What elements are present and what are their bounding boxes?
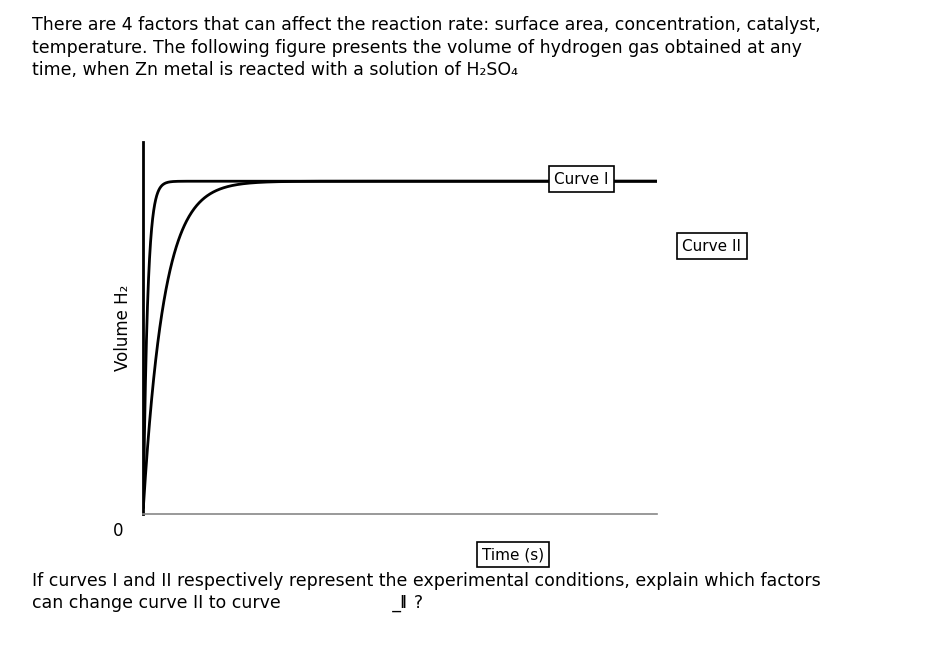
Text: can change curve II to curve: can change curve II to curve (32, 594, 287, 612)
Text: If curves I and II respectively represent the experimental conditions, explain w: If curves I and II respectively represen… (32, 572, 821, 590)
Y-axis label: Volume H₂: Volume H₂ (115, 285, 132, 371)
Text: Time (s): Time (s) (482, 547, 544, 562)
Text: I: I (401, 594, 406, 612)
Text: 0: 0 (113, 523, 123, 540)
Text: There are 4 factors that can affect the reaction rate: surface area, concentrati: There are 4 factors that can affect the … (32, 16, 821, 34)
Text: Curve I: Curve I (554, 172, 609, 187)
Text: time, when Zn metal is reacted with a solution of H₂SO₄: time, when Zn metal is reacted with a so… (32, 61, 519, 79)
Text: ?: ? (413, 594, 423, 612)
Text: ̲I: ̲I (401, 594, 406, 612)
Text: temperature. The following figure presents the volume of hydrogen gas obtained a: temperature. The following figure presen… (32, 39, 802, 57)
Text: Curve II: Curve II (683, 238, 742, 254)
